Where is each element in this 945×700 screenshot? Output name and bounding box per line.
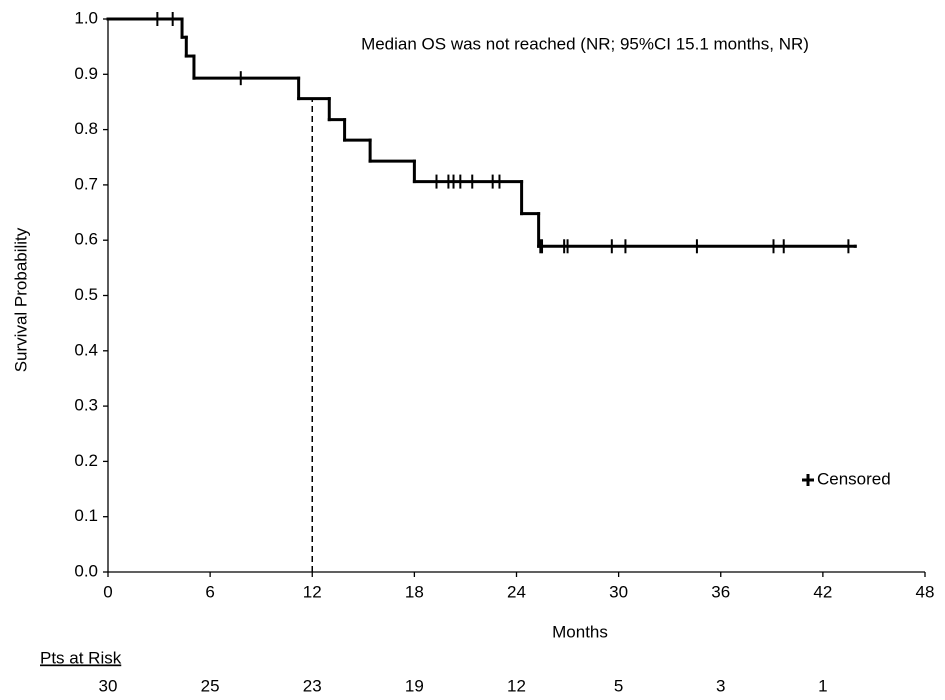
- risk-count: 1: [818, 676, 827, 695]
- x-tick-label: 48: [916, 582, 935, 601]
- risk-count: 30: [99, 676, 118, 695]
- legend-marker: [802, 474, 814, 486]
- risk-count: 3: [716, 676, 725, 695]
- risk-count: 5: [614, 676, 623, 695]
- y-tick-label: 0.2: [74, 451, 98, 470]
- y-tick-label: 0.4: [74, 340, 98, 359]
- risk-table-title: Pts at Risk: [40, 648, 122, 667]
- annotation: Median OS was not reached (NR; 95%CI 15.…: [361, 34, 809, 53]
- y-tick-label: 0.0: [74, 561, 98, 580]
- y-axis-title: Survival Probability: [11, 227, 30, 372]
- x-tick-label: 6: [205, 582, 214, 601]
- x-tick-label: 36: [711, 582, 730, 601]
- legend-label: Censored: [817, 469, 891, 488]
- risk-count: 19: [405, 676, 424, 695]
- y-tick-label: 0.3: [74, 396, 98, 415]
- y-tick-label: 0.6: [74, 230, 98, 249]
- risk-count: 12: [507, 676, 526, 695]
- y-tick-label: 0.8: [74, 119, 98, 138]
- x-tick-label: 30: [609, 582, 628, 601]
- x-axis-title: Months: [552, 622, 608, 641]
- x-tick-label: 12: [303, 582, 322, 601]
- x-tick-label: 0: [103, 582, 112, 601]
- y-tick-label: 0.7: [74, 174, 98, 193]
- x-tick-label: 24: [507, 582, 526, 601]
- x-tick-label: 42: [813, 582, 832, 601]
- y-tick-label: 0.9: [74, 64, 98, 83]
- risk-count: 25: [201, 676, 220, 695]
- y-tick-label: 0.5: [74, 285, 98, 304]
- risk-count: 23: [303, 676, 322, 695]
- y-tick-label: 0.1: [74, 506, 98, 525]
- x-tick-label: 18: [405, 582, 424, 601]
- y-tick-label: 1.0: [74, 8, 98, 27]
